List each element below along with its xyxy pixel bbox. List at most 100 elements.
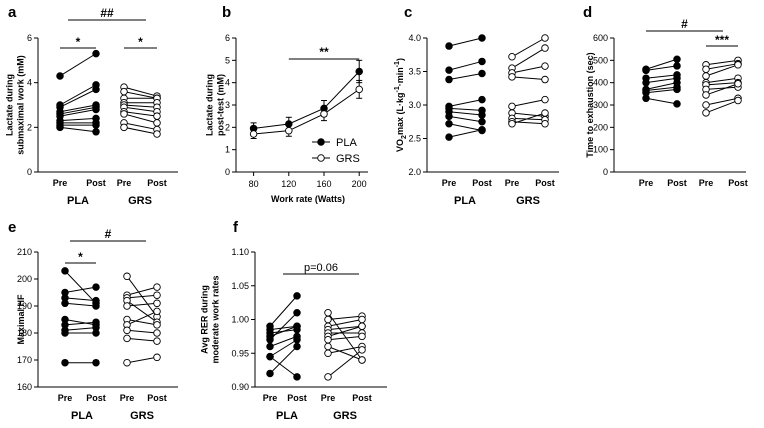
x-tick-label: 120 <box>281 179 296 189</box>
data-point <box>673 85 681 94</box>
group-label: PLA <box>71 410 93 422</box>
data-point <box>324 342 332 351</box>
x-tick-label: 160 <box>316 179 331 189</box>
paired-line <box>511 37 546 58</box>
group-label: GRS <box>130 410 154 422</box>
paired-line <box>59 53 97 77</box>
paired-line <box>511 99 546 107</box>
x-tick-label: Pre <box>442 178 457 188</box>
data-point <box>324 373 332 381</box>
y-tick-label: 1.05 <box>231 281 249 291</box>
y-axis-label: Lactate during <box>5 74 15 136</box>
paired-line <box>126 356 158 364</box>
paired-line <box>645 82 678 90</box>
paired-line <box>123 86 158 97</box>
paired-line <box>269 356 298 378</box>
y-tick-label: 0.90 <box>231 382 249 392</box>
paired-line <box>126 310 158 326</box>
y-tick-label: 170 <box>17 355 32 365</box>
paired-line <box>448 60 483 71</box>
data-point <box>702 109 710 117</box>
paired-line <box>123 91 158 99</box>
y-tick-label: 3.5 <box>408 67 421 77</box>
group-label: GRS <box>128 195 152 207</box>
legend-label: GRS <box>336 153 360 165</box>
legend-marker <box>317 138 325 146</box>
significance-marker: # <box>105 227 112 241</box>
data-point <box>153 130 161 138</box>
data-point <box>249 130 258 138</box>
y-tick-label: 0 <box>603 167 608 177</box>
x-tick-label: 200 <box>352 179 367 189</box>
data-point <box>541 44 549 52</box>
data-point <box>92 85 100 94</box>
significance-marker: ## <box>100 6 114 20</box>
paired-line <box>126 302 158 307</box>
legend-marker <box>317 154 325 162</box>
y-axis-label-part: VO <box>395 139 405 152</box>
paired-line <box>645 97 678 105</box>
paired-line <box>705 86 739 90</box>
data-point <box>293 373 301 381</box>
y-axis-label: post-test (mM) <box>216 74 226 136</box>
paired-line <box>64 270 97 304</box>
paired-line <box>327 346 363 354</box>
data-point <box>153 329 161 337</box>
data-point <box>153 119 161 127</box>
paired-line <box>126 337 158 342</box>
data-point <box>92 128 100 136</box>
data-point <box>61 329 69 337</box>
paired-line <box>645 88 678 94</box>
x-tick-label: Post <box>667 178 687 188</box>
data-point <box>56 72 64 80</box>
data-point <box>541 75 549 84</box>
y-tick-label: 180 <box>17 328 32 338</box>
y-tick-label: 200 <box>17 274 32 284</box>
group-label: PLA <box>67 195 89 207</box>
data-point <box>642 94 650 103</box>
paired-line <box>327 325 363 331</box>
data-point <box>153 307 161 316</box>
paired-line <box>64 302 97 307</box>
data-point <box>445 66 453 74</box>
paired-line <box>327 349 363 378</box>
panel-letter: c <box>404 4 412 21</box>
y-tick-label: 6 <box>225 33 230 43</box>
paired-line <box>123 126 158 135</box>
y-tick-label: 300 <box>593 100 608 110</box>
data-point <box>320 110 328 118</box>
data-point <box>541 62 549 70</box>
y-tick-label: 1.10 <box>231 247 249 257</box>
paired-line <box>123 111 158 117</box>
y-tick-label: 2.0 <box>408 167 421 177</box>
y-tick-label: 3.0 <box>408 100 421 110</box>
y-tick-label: 3 <box>225 100 230 110</box>
data-point <box>61 358 69 367</box>
paired-line <box>327 325 363 337</box>
y-tick-label: 2 <box>27 122 32 132</box>
data-point <box>92 358 100 367</box>
significance-marker: * <box>138 35 143 49</box>
data-point <box>56 123 64 132</box>
paired-line <box>269 346 298 374</box>
y-axis-label: Maximal HF <box>16 294 26 345</box>
paired-line <box>64 321 97 326</box>
data-point <box>478 95 486 104</box>
paired-line <box>327 346 363 361</box>
x-tick-label: Pre <box>263 393 278 403</box>
x-axis-label: Work rate (Watts) <box>271 194 345 204</box>
y-tick-label: 2 <box>225 122 230 132</box>
series-line-grs <box>253 88 360 135</box>
data-point <box>266 336 274 344</box>
data-point <box>266 352 274 361</box>
paired-line <box>327 312 363 361</box>
paired-line <box>126 329 158 334</box>
paired-line <box>269 295 298 327</box>
data-point <box>92 329 100 337</box>
paired-line <box>64 319 97 326</box>
paired-line <box>705 63 739 70</box>
panel-letter: d <box>583 4 592 21</box>
data-point <box>702 72 710 80</box>
y-tick-label: 0.95 <box>231 348 249 358</box>
x-tick-label: Pre <box>117 178 132 188</box>
